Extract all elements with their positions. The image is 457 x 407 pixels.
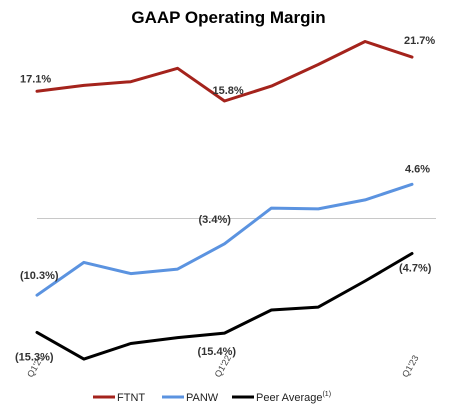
x-tick-q1-23: Q1'23 [400, 353, 421, 379]
legend-item-ftnt: FTNT [93, 392, 145, 404]
series-line-ftnt [35, 40, 414, 103]
series-layer [35, 40, 414, 361]
x-axis-ticks: Q1'21 Q1'22 Q1'23 [25, 353, 421, 379]
legend-label-panw: PANW [186, 392, 219, 404]
series-line-panw [35, 182, 414, 297]
data-label-ftnt-8: 21.7% [404, 35, 435, 47]
legend-item-panw: PANW [162, 392, 219, 404]
chart-title: GAAP Operating Margin [131, 8, 325, 27]
data-label-peer-average-0: (15.3%) [15, 351, 54, 363]
legend: FTNT PANW Peer Average(1) [93, 391, 331, 404]
data-label-peer-average-4: (15.4%) [198, 346, 237, 358]
legend-label-ftnt: FTNT [117, 392, 145, 404]
data-label-peer-average-8: (4.7%) [399, 263, 432, 275]
data-label-panw-8: 4.6% [405, 163, 430, 175]
legend-footnote-marker: (1) [322, 391, 331, 398]
data-label-ftnt-0: 17.1% [20, 73, 51, 85]
data-label-ftnt-4: 15.8% [213, 85, 244, 97]
series-line-peer-average [35, 252, 414, 361]
data-label-panw-4: (3.4%) [199, 214, 232, 226]
legend-label-peer-average: Peer Average(1) [256, 391, 331, 404]
legend-item-peer-average: Peer Average(1) [232, 391, 331, 404]
data-label-panw-0: (10.3%) [20, 270, 59, 282]
data-label-layer: 17.1% 15.8% 21.7% (10.3%) (3.4%) 4.6% (15.3%) (… [15, 35, 435, 363]
